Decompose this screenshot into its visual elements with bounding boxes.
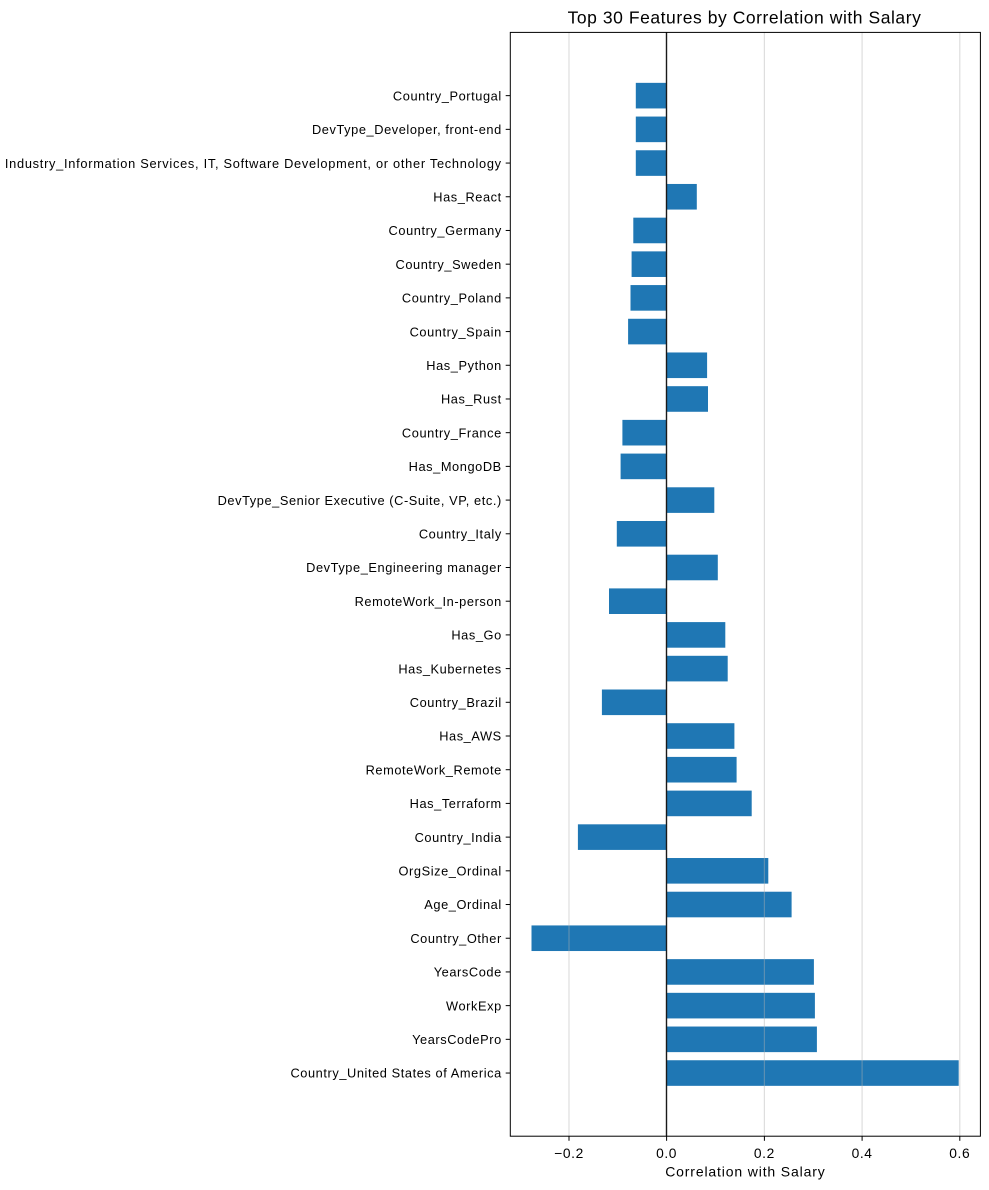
- svg-text:DevType_Senior Executive (C-Su: DevType_Senior Executive (C-Suite, VP, e…: [218, 493, 502, 508]
- svg-text:Country_Sweden: Country_Sweden: [396, 257, 502, 272]
- svg-text:−0.2: −0.2: [554, 1146, 584, 1161]
- svg-text:Has_React: Has_React: [433, 189, 502, 204]
- svg-text:Has_Kubernetes: Has_Kubernetes: [398, 661, 501, 676]
- svg-text:Country_India: Country_India: [415, 830, 503, 845]
- svg-text:Industry_Information Services,: Industry_Information Services, IT, Softw…: [5, 156, 502, 171]
- svg-text:Country_Brazil: Country_Brazil: [410, 695, 502, 710]
- svg-text:Country_Other: Country_Other: [410, 931, 502, 946]
- svg-text:0.0: 0.0: [656, 1146, 677, 1161]
- svg-text:Has_Terraform: Has_Terraform: [410, 796, 502, 811]
- svg-text:Country_Germany: Country_Germany: [389, 223, 502, 238]
- svg-text:DevType_Engineering manager: DevType_Engineering manager: [306, 560, 502, 575]
- svg-text:Age_Ordinal: Age_Ordinal: [424, 897, 502, 912]
- svg-text:Country_Poland: Country_Poland: [402, 291, 502, 306]
- svg-text:Has_MongoDB: Has_MongoDB: [409, 459, 502, 474]
- svg-text:0.6: 0.6: [949, 1146, 970, 1161]
- svg-text:Country_Spain: Country_Spain: [410, 324, 502, 339]
- svg-text:0.2: 0.2: [754, 1146, 775, 1161]
- svg-text:RemoteWork_In-person: RemoteWork_In-person: [355, 594, 502, 609]
- svg-text:Correlation with Salary: Correlation with Salary: [665, 1164, 825, 1180]
- svg-text:YearsCodePro: YearsCodePro: [412, 1032, 502, 1047]
- svg-text:Top 30 Features by Correlation: Top 30 Features by Correlation with Sala…: [568, 7, 922, 27]
- svg-text:Has_Python: Has_Python: [426, 358, 502, 373]
- svg-text:Country_France: Country_France: [402, 425, 502, 440]
- svg-text:Has_Rust: Has_Rust: [441, 392, 502, 407]
- svg-text:YearsCode: YearsCode: [434, 965, 502, 980]
- svg-text:Has_Go: Has_Go: [451, 628, 501, 643]
- svg-text:0.4: 0.4: [852, 1146, 873, 1161]
- svg-text:Country_Italy: Country_Italy: [419, 526, 502, 541]
- svg-text:DevType_Developer, front-end: DevType_Developer, front-end: [312, 122, 502, 137]
- svg-text:OrgSize_Ordinal: OrgSize_Ordinal: [399, 864, 502, 879]
- svg-text:Has_AWS: Has_AWS: [439, 729, 502, 744]
- svg-text:RemoteWork_Remote: RemoteWork_Remote: [366, 762, 502, 777]
- svg-text:Country_Portugal: Country_Portugal: [393, 88, 502, 103]
- svg-text:WorkExp: WorkExp: [446, 998, 502, 1013]
- svg-text:Country_United States of Ameri: Country_United States of America: [290, 1066, 502, 1081]
